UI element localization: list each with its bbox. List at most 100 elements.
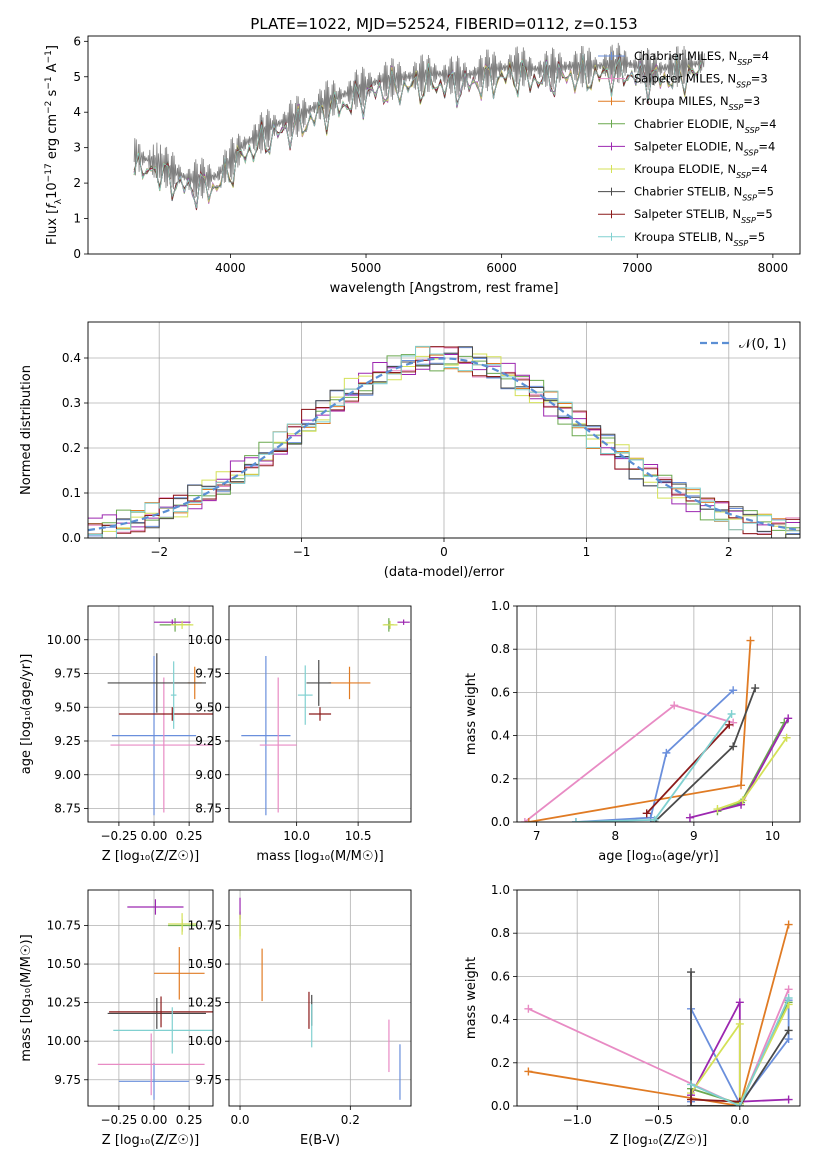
legend-label-sub: SSP — [734, 238, 749, 247]
legend-label-tail: =4 — [751, 162, 768, 176]
spectrum-xtick-label: 5000 — [351, 261, 382, 275]
age-vs-mass-ytick-label: 9.75 — [195, 667, 222, 681]
weight-vs-age-series-marker — [524, 818, 533, 822]
spectrum-xtick-label: 6000 — [486, 261, 517, 275]
age-vs-Z-ytick-label: 9.50 — [54, 700, 81, 714]
residuals-frame — [87, 321, 801, 539]
mass-vs-Z-xtick-label: −0.25 — [101, 1113, 138, 1127]
legend-label-tail: =5 — [757, 185, 774, 199]
mass-vs-Z-ytick-label: 10.00 — [47, 1034, 81, 1048]
weight-vs-age-series-marker — [737, 800, 746, 809]
age-vs-Z-ytick-label: 9.75 — [54, 667, 81, 681]
legend-label-main: Salpeter ELODIE, N — [634, 139, 744, 153]
residuals-ytick-label: 0.4 — [62, 351, 81, 365]
legend-label-sub: SSP — [742, 193, 757, 202]
mass-vs-EBV-ytick-label: 9.75 — [195, 1073, 222, 1087]
weight-vs-age-xtick-label: 8 — [611, 829, 619, 843]
weight-vs-age-plot-area — [520, 636, 793, 822]
legend-label-main: Salpeter MILES, N — [634, 72, 736, 86]
weight-vs-Z-ytick-label: 0.4 — [491, 1013, 510, 1027]
spectrum-ylabel-part: −1 — [44, 50, 54, 63]
legend-label-sub: SSP — [736, 171, 751, 180]
legend-label-sub: SSP — [736, 80, 751, 89]
residuals-xtick-label: 2 — [725, 545, 733, 559]
weight-vs-age-xtick-label: 10 — [765, 829, 780, 843]
residuals-xtick-label: 1 — [583, 545, 591, 559]
weight-vs-age-xtick-label: 7 — [533, 829, 541, 843]
mass-vs-EBV-ytick-label: 10.25 — [188, 996, 222, 1010]
spectrum-ylabel-part: A — [45, 63, 60, 76]
age-vs-mass-xtick-label: 10.0 — [283, 829, 310, 843]
mass-vs-Z-frame — [87, 889, 214, 1107]
weight-vs-Z-series-marker — [735, 998, 744, 1007]
mass-vs-EBV-xtick-label: 0.2 — [341, 1113, 360, 1127]
legend-label-sub: SSP — [744, 148, 759, 157]
spectrum-frame — [87, 35, 801, 255]
weight-vs-age-series-marker — [729, 742, 738, 751]
weight-vs-age-series-marker — [738, 796, 747, 805]
weight-vs-Z-series-line — [528, 924, 790, 1106]
weight-vs-age-ytick-label: 0.0 — [491, 815, 510, 829]
mass-vs-EBV-xtick-label: 0.0 — [230, 1113, 249, 1127]
spectrum-xtick-label: 7000 — [622, 261, 653, 275]
weight-vs-Z-series-line — [690, 1098, 740, 1103]
mass-vs-EBV-axes: 0.0 0.2 9.75 10.00 10.25 10.50 10.75 — [188, 890, 411, 1127]
age-vs-Z-frame — [87, 605, 214, 823]
residuals-xtick-label: 0 — [440, 545, 448, 559]
legend-label-sub: SSP — [737, 58, 752, 67]
weight-vs-Z-series-marker — [784, 1035, 793, 1044]
weight-vs-age-xtick-label: 9 — [690, 829, 698, 843]
mass-vs-EBV-ytick-label: 10.00 — [188, 1034, 222, 1048]
spectrum-ylabel-part: s — [45, 89, 60, 100]
residuals-xtick-label: −1 — [293, 545, 311, 559]
legend-label-main: Kroupa STELIB, N — [634, 230, 734, 244]
spectrum-ytick-label: 5 — [73, 70, 81, 84]
residuals-xtick-label: −2 — [150, 545, 168, 559]
legend-label-main: Chabrier MILES, N — [634, 49, 737, 63]
weight-vs-Z-xtick-label: −1.0 — [563, 1113, 592, 1127]
weight-vs-Z-ytick-label: 0.8 — [491, 926, 510, 940]
spectrum-ylabel-part: Flux [ — [45, 209, 60, 245]
mass-vs-Z-ytick-label: 10.25 — [47, 996, 81, 1010]
age-vs-mass-frame — [228, 605, 412, 823]
mass-vs-Z-ytick-label: 9.75 — [54, 1073, 81, 1087]
weight-vs-Z-plot-area — [524, 920, 793, 1106]
age-vs-mass-ytick-label: 8.75 — [195, 802, 222, 816]
spectrum-ylabel-part: erg cm — [45, 114, 60, 163]
spectrum-ytick-label: 2 — [73, 176, 81, 190]
spectrum-data-line — [133, 42, 705, 199]
weight-vs-age-ytick-label: 0.2 — [491, 772, 510, 786]
weight-vs-Z-xtick-label: 0.0 — [730, 1113, 749, 1127]
legend-label-main: Kroupa MILES, N — [634, 94, 729, 108]
weight-vs-age-frame — [516, 605, 801, 823]
weight-vs-Z-series-marker — [735, 1019, 744, 1028]
residuals-ytick-label: 0.3 — [62, 396, 81, 410]
spectrum-model-line — [133, 54, 702, 209]
normal-curve — [88, 357, 800, 532]
weight-vs-age-xlabel: age [log₁₀(age/yr)] — [598, 849, 719, 864]
legend-label-sub: SSP — [741, 216, 756, 225]
weight-vs-Z-ytick-label: 1.0 — [491, 883, 510, 897]
spectrum-xtick-label: 8000 — [758, 261, 789, 275]
weight-vs-age-series-marker — [782, 733, 791, 742]
mass-vs-EBV-ytick-label: 10.50 — [188, 957, 222, 971]
weight-vs-age-ytick-label: 1.0 — [491, 599, 510, 613]
spectrum-ylabel-part: ] — [45, 45, 60, 50]
weight-vs-age-ylabel: mass weight — [464, 673, 479, 755]
age-vs-Z-ytick-label: 8.75 — [54, 802, 81, 816]
weight-vs-age-series-marker — [713, 805, 722, 814]
spectrum-ytick-label: 6 — [73, 34, 81, 48]
residuals-ytick-label: 0.1 — [62, 486, 81, 500]
age-vs-Z-xtick-label: 0.00 — [141, 829, 168, 843]
legend-label-main: Kroupa ELODIE, N — [634, 162, 736, 176]
mass-vs-Z-xtick-label: 0.25 — [176, 1113, 203, 1127]
spectrum-xlabel: wavelength [Angstrom, rest frame] — [330, 281, 559, 296]
mass-vs-Z-xtick-label: 0.00 — [141, 1113, 168, 1127]
weight-vs-Z-ylabel: mass weight — [464, 957, 479, 1039]
weight-vs-Z-ytick-label: 0.2 — [491, 1056, 510, 1070]
age-vs-mass-xtick-label: 10.5 — [345, 829, 372, 843]
age-vs-mass-axes: 10.0 10.5 8.75 9.00 9.25 9.50 9.75 10.00 — [188, 606, 411, 843]
legend-label: Salpeter ELODIE, NSSP=4 — [634, 139, 775, 157]
legend-label-tail: =5 — [748, 230, 765, 244]
weight-vs-age-series-marker — [729, 686, 738, 695]
